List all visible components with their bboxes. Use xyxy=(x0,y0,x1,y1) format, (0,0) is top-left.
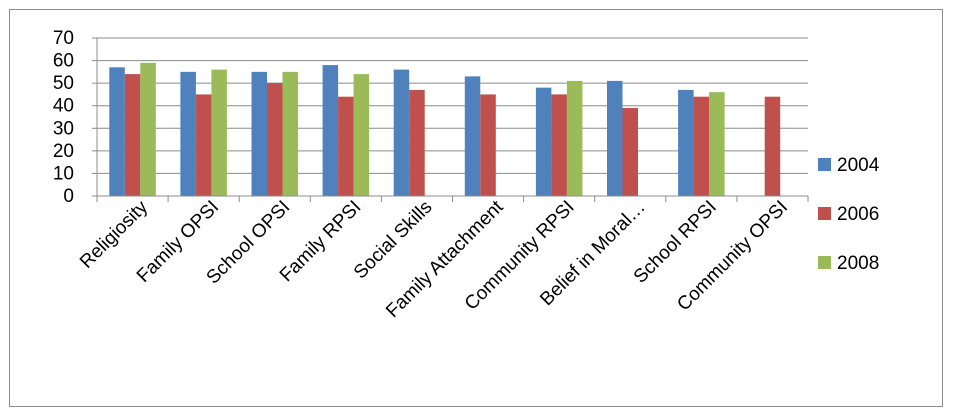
bar-2006 xyxy=(195,94,212,196)
bar-2008 xyxy=(140,62,156,197)
bar-2004 xyxy=(678,89,694,196)
y-tick-label: 20 xyxy=(53,141,74,162)
bar-2006 xyxy=(124,74,141,196)
y-tick-label: 70 xyxy=(53,28,74,49)
legend-label: 2006 xyxy=(837,204,879,225)
bar-2008 xyxy=(709,92,725,196)
bar-2004 xyxy=(535,87,552,196)
chart-frame xyxy=(9,9,943,407)
bar-2004 xyxy=(109,67,125,196)
bar-2006 xyxy=(622,107,638,196)
bar-2006 xyxy=(409,89,425,196)
bar-2004 xyxy=(322,65,339,196)
bar-2004 xyxy=(251,71,267,196)
y-tick-label: 10 xyxy=(53,163,74,184)
x-tick-label: Religiosity xyxy=(76,196,152,272)
legend-label: 2004 xyxy=(837,155,880,176)
y-tick-label: 40 xyxy=(53,96,74,117)
legend-swatch xyxy=(818,158,831,171)
bar-2004 xyxy=(607,80,623,196)
y-tick-label: 0 xyxy=(63,186,74,207)
legend-label: 2008 xyxy=(837,253,879,274)
legend-swatch xyxy=(818,256,831,269)
bar-2004 xyxy=(464,76,481,196)
bar-2006 xyxy=(551,94,567,196)
bar-2004 xyxy=(393,69,410,196)
bar-2008 xyxy=(282,71,298,196)
bar-2008 xyxy=(566,80,583,196)
y-tick-label: 30 xyxy=(53,118,74,139)
bar-2006 xyxy=(480,94,496,196)
y-tick-label: 60 xyxy=(53,51,74,72)
x-tick-label: Family Attachment xyxy=(382,196,508,322)
bar-2006 xyxy=(267,83,283,196)
legend-swatch xyxy=(818,207,831,220)
y-tick-label: 50 xyxy=(53,73,74,94)
bar-2006 xyxy=(693,96,710,196)
bar-2006 xyxy=(764,96,781,196)
bar-2006 xyxy=(338,96,354,196)
bar-2008 xyxy=(353,74,370,196)
bar-2004 xyxy=(180,71,196,196)
bar-2008 xyxy=(211,69,227,196)
